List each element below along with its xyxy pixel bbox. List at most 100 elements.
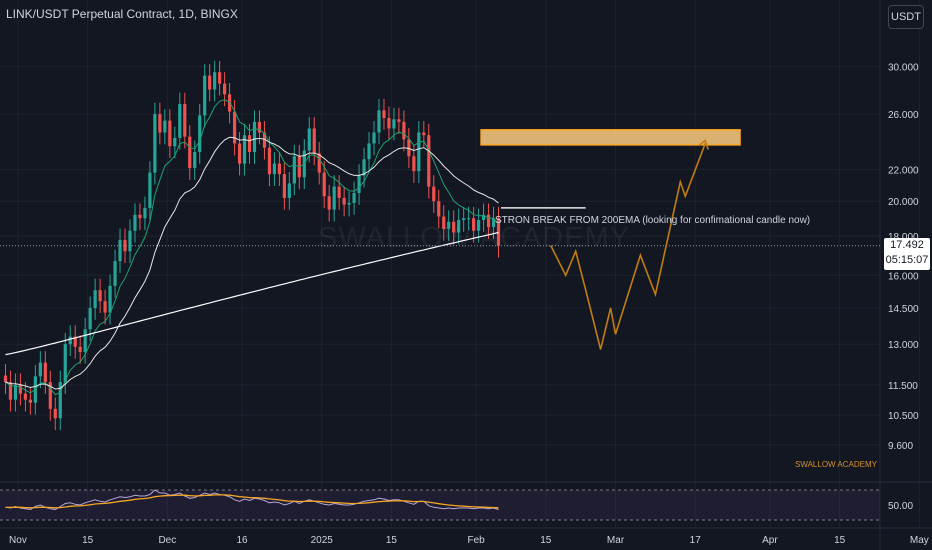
currency-button[interactable]: USDT [888, 5, 924, 29]
ema-mid-line [5, 136, 499, 390]
time-axis-label: Feb [467, 535, 485, 546]
candle-body [272, 163, 277, 175]
candle-body [43, 362, 47, 383]
candle-body [372, 132, 376, 144]
candle-body [73, 336, 77, 347]
price-axis-label: 14.500 [888, 304, 919, 315]
time-axis-label: 15 [386, 535, 398, 546]
time-axis-label: 16 [236, 535, 248, 546]
candle-body [98, 290, 102, 302]
candle-body [118, 239, 122, 262]
candle-body [193, 151, 197, 169]
rsi-band [0, 490, 880, 520]
brand-label: SWALLOW ACADEMY [795, 460, 877, 469]
candle-body [113, 261, 117, 286]
candle-body [447, 221, 451, 229]
price-axis-label: 30.000 [888, 63, 919, 74]
candle-body [173, 137, 177, 147]
price-axis-label: 10.500 [888, 411, 919, 422]
ema-fast-line [5, 99, 499, 396]
candle-body [198, 115, 202, 152]
candle-body [432, 186, 436, 202]
candle-body [277, 163, 281, 175]
candle-body [437, 201, 441, 217]
candle-body [392, 119, 396, 129]
candle-body [382, 110, 386, 118]
candle-body [472, 218, 476, 231]
candle-body [362, 159, 366, 176]
candle-body [422, 132, 426, 136]
candle-body [337, 186, 341, 198]
time-axis-label: 15 [540, 535, 552, 546]
candle-body [387, 117, 391, 129]
candle-body [496, 218, 501, 246]
candle-body [267, 147, 272, 175]
candle-body [213, 72, 217, 90]
supply-zone-box [480, 129, 741, 146]
candle-body [476, 220, 481, 231]
candle-body [402, 121, 406, 140]
candle-body [412, 156, 416, 172]
candle-body [138, 214, 142, 219]
projection-arrowhead [698, 139, 709, 150]
candle-body [8, 382, 13, 400]
price-axis-label: 13.000 [888, 340, 919, 351]
candle-body [223, 83, 227, 95]
candle-body [38, 362, 42, 377]
symbol-title: LINK/USDT Perpetual Contract, 1D, BINGX [6, 7, 238, 21]
candle-body [357, 175, 361, 194]
candle-body [457, 220, 461, 233]
candle-body [3, 375, 8, 383]
candle-body [178, 104, 182, 138]
candle-body [208, 75, 212, 90]
time-axis-label: 2025 [311, 535, 334, 546]
candle-body [48, 382, 52, 409]
candle-body [332, 186, 336, 210]
annotation-text: STRON BREAK FROM 200EMA (looking for con… [495, 215, 811, 226]
candle-body [128, 230, 132, 252]
time-axis-label: Dec [158, 535, 176, 546]
candle-body [377, 110, 381, 133]
candle-body [53, 408, 57, 419]
candle-body [108, 285, 112, 313]
time-axis-label: Nov [9, 535, 27, 546]
rsi-ma-line [5, 494, 499, 509]
time-axis-label: 15 [82, 535, 94, 546]
price-axis-label: 16.000 [888, 271, 919, 282]
candle-body [28, 399, 32, 403]
candle-body [481, 214, 486, 221]
candle-body [417, 132, 421, 172]
candle-body [467, 218, 471, 220]
candle-body [282, 174, 286, 198]
price-axis-label: 20.000 [888, 197, 919, 208]
candle-body [143, 207, 147, 219]
candle-body [78, 346, 82, 352]
candle-body [133, 214, 137, 231]
time-axis-label: 15 [834, 535, 846, 546]
candle-body [287, 183, 291, 198]
candle-countdown: 05:15:07 [885, 254, 929, 266]
candle-body [188, 136, 192, 169]
candle-body [352, 193, 356, 203]
candle-body [462, 218, 466, 221]
candle-body [442, 216, 446, 229]
candle-body [153, 114, 157, 173]
ema-200-line [5, 231, 499, 356]
candle-body [407, 139, 411, 157]
last-price-tag: 17.492 05:15:07 [884, 238, 930, 270]
candle-body [397, 119, 401, 122]
price-axis-label: 18.000 [888, 232, 919, 243]
candle-body [23, 393, 28, 400]
candle-body [342, 197, 346, 205]
candle-body [317, 153, 321, 173]
candle-body [148, 172, 152, 208]
price-axis-label: 22.000 [888, 166, 919, 177]
candle-body [83, 329, 87, 352]
projection-path [550, 143, 706, 350]
candle-body [257, 121, 262, 133]
candle-body [58, 382, 62, 419]
time-axis-label: 17 [690, 535, 702, 546]
candle-body [123, 239, 127, 252]
candle-body [63, 344, 67, 383]
